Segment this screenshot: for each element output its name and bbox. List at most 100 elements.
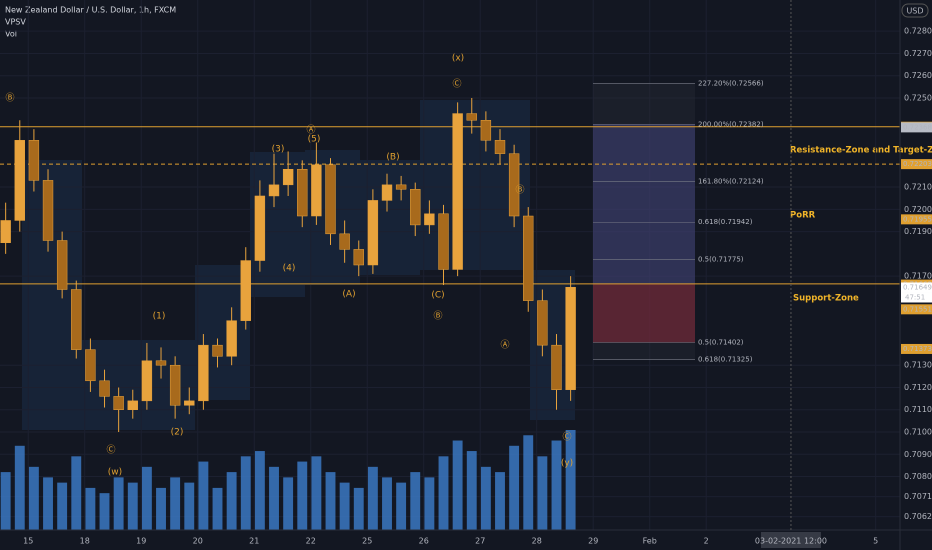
candle-body (395, 184, 407, 190)
wave-label: Ⓑ (515, 185, 524, 196)
x-tick-label: 5 (873, 537, 878, 546)
candle-body (254, 195, 266, 261)
countdown: 47:51 (905, 293, 925, 301)
wave-label: Ⓑ (433, 311, 442, 322)
x-tick-label: 21 (249, 537, 259, 546)
wave-label: Ⓒ (106, 445, 115, 456)
candle-body (56, 240, 68, 290)
volume-bar (410, 472, 421, 530)
candle-body (71, 289, 82, 350)
candle-body (494, 140, 506, 154)
volume-bar (565, 430, 576, 530)
volume-bar (141, 466, 152, 530)
candle-body (424, 213, 435, 226)
y-tick-label: 0.70620 (904, 512, 932, 521)
x-tick-label: Feb (643, 537, 657, 546)
chart-title: New Zealand Dollar / U.S. Dollar, 1h, FX… (5, 6, 176, 15)
volume-bar (509, 445, 520, 530)
candle-body (0, 220, 11, 243)
price-marker (901, 214, 932, 225)
candle-body (212, 344, 223, 357)
currency-badge[interactable] (901, 3, 929, 18)
annotation: PoRR (790, 211, 816, 221)
candle-body (410, 189, 421, 226)
fib-label: 227.20%(0.72566) (698, 79, 764, 87)
volume-bar (466, 451, 477, 530)
x-tick-label: 29 (588, 537, 598, 546)
candle-body (325, 164, 336, 235)
price-marker-label: 0.71649 (903, 283, 932, 291)
volume-bar (57, 482, 68, 530)
annotation: Resistance-Zone and Target-Zone (790, 146, 932, 156)
candle-body (99, 380, 110, 397)
crosshair-label: 03-02-2021 12:00 (755, 537, 827, 546)
candle-body (169, 364, 181, 406)
wave-label: (4) (283, 264, 296, 274)
wave-label: (2) (171, 428, 184, 438)
indicator-label: Vol (5, 30, 17, 39)
candle-body (367, 200, 379, 266)
target-zone (593, 124, 695, 284)
wave-label: Ⓐ (306, 125, 315, 136)
candle-body (226, 320, 237, 357)
volume-bar (353, 487, 364, 530)
wave-label: (A) (342, 290, 355, 300)
crosshair-box (760, 532, 821, 548)
volume-bar (71, 456, 82, 530)
x-tick-label: 27 (475, 537, 485, 546)
candle-body (508, 153, 520, 217)
volume-bar (184, 482, 195, 530)
volume-bar (198, 461, 209, 530)
volume-bar (495, 472, 505, 530)
volume-bar (28, 466, 39, 530)
volume-bar (170, 477, 181, 530)
fib-label: 0.618(0.71325) (698, 356, 753, 364)
candle-body (28, 140, 40, 181)
candle-body (127, 400, 138, 410)
support-zone (593, 283, 695, 343)
candle-body (452, 113, 463, 270)
fib-label: 161.80%(0.72124) (698, 178, 764, 186)
candle-body (339, 233, 350, 250)
volume-bar (254, 451, 265, 530)
price-marker-label: 0.72368 (903, 123, 932, 131)
wave-label: Ⓐ (500, 340, 509, 351)
x-tick-label: 2 (704, 537, 709, 546)
x-tick-label: 18 (80, 537, 90, 546)
fib-label: 0.5(0.71402) (698, 338, 744, 346)
x-tick-label: 25 (362, 537, 372, 546)
price-marker (901, 122, 932, 133)
wave-labels: Ⓑ (w) Ⓒ (1) (2) (3) (4) Ⓐ (5) (B) (A) (x… (5, 54, 573, 478)
candle-body (466, 113, 477, 121)
candle-body (565, 287, 576, 390)
volume-bar (269, 466, 279, 530)
volume-bar (226, 472, 237, 530)
volume-bar (382, 477, 392, 530)
currency-label[interactable]: USD (906, 7, 923, 16)
price-marker-label: 0.71373 (903, 345, 932, 353)
volume-bar (311, 456, 322, 530)
volume-bar (0, 472, 11, 530)
price-marker (901, 159, 932, 170)
fib-label: 0.618(0.71942) (698, 218, 753, 226)
candle-body (381, 184, 393, 201)
wave-label: (x) (452, 54, 464, 64)
wave-label: (1) (153, 312, 166, 322)
wave-label: (y) (561, 459, 573, 469)
fib-label: 200.00%(0.72382) (698, 120, 764, 128)
volume-bar (240, 456, 251, 530)
wave-label: Ⓑ (5, 93, 14, 104)
candle-body (198, 344, 209, 402)
